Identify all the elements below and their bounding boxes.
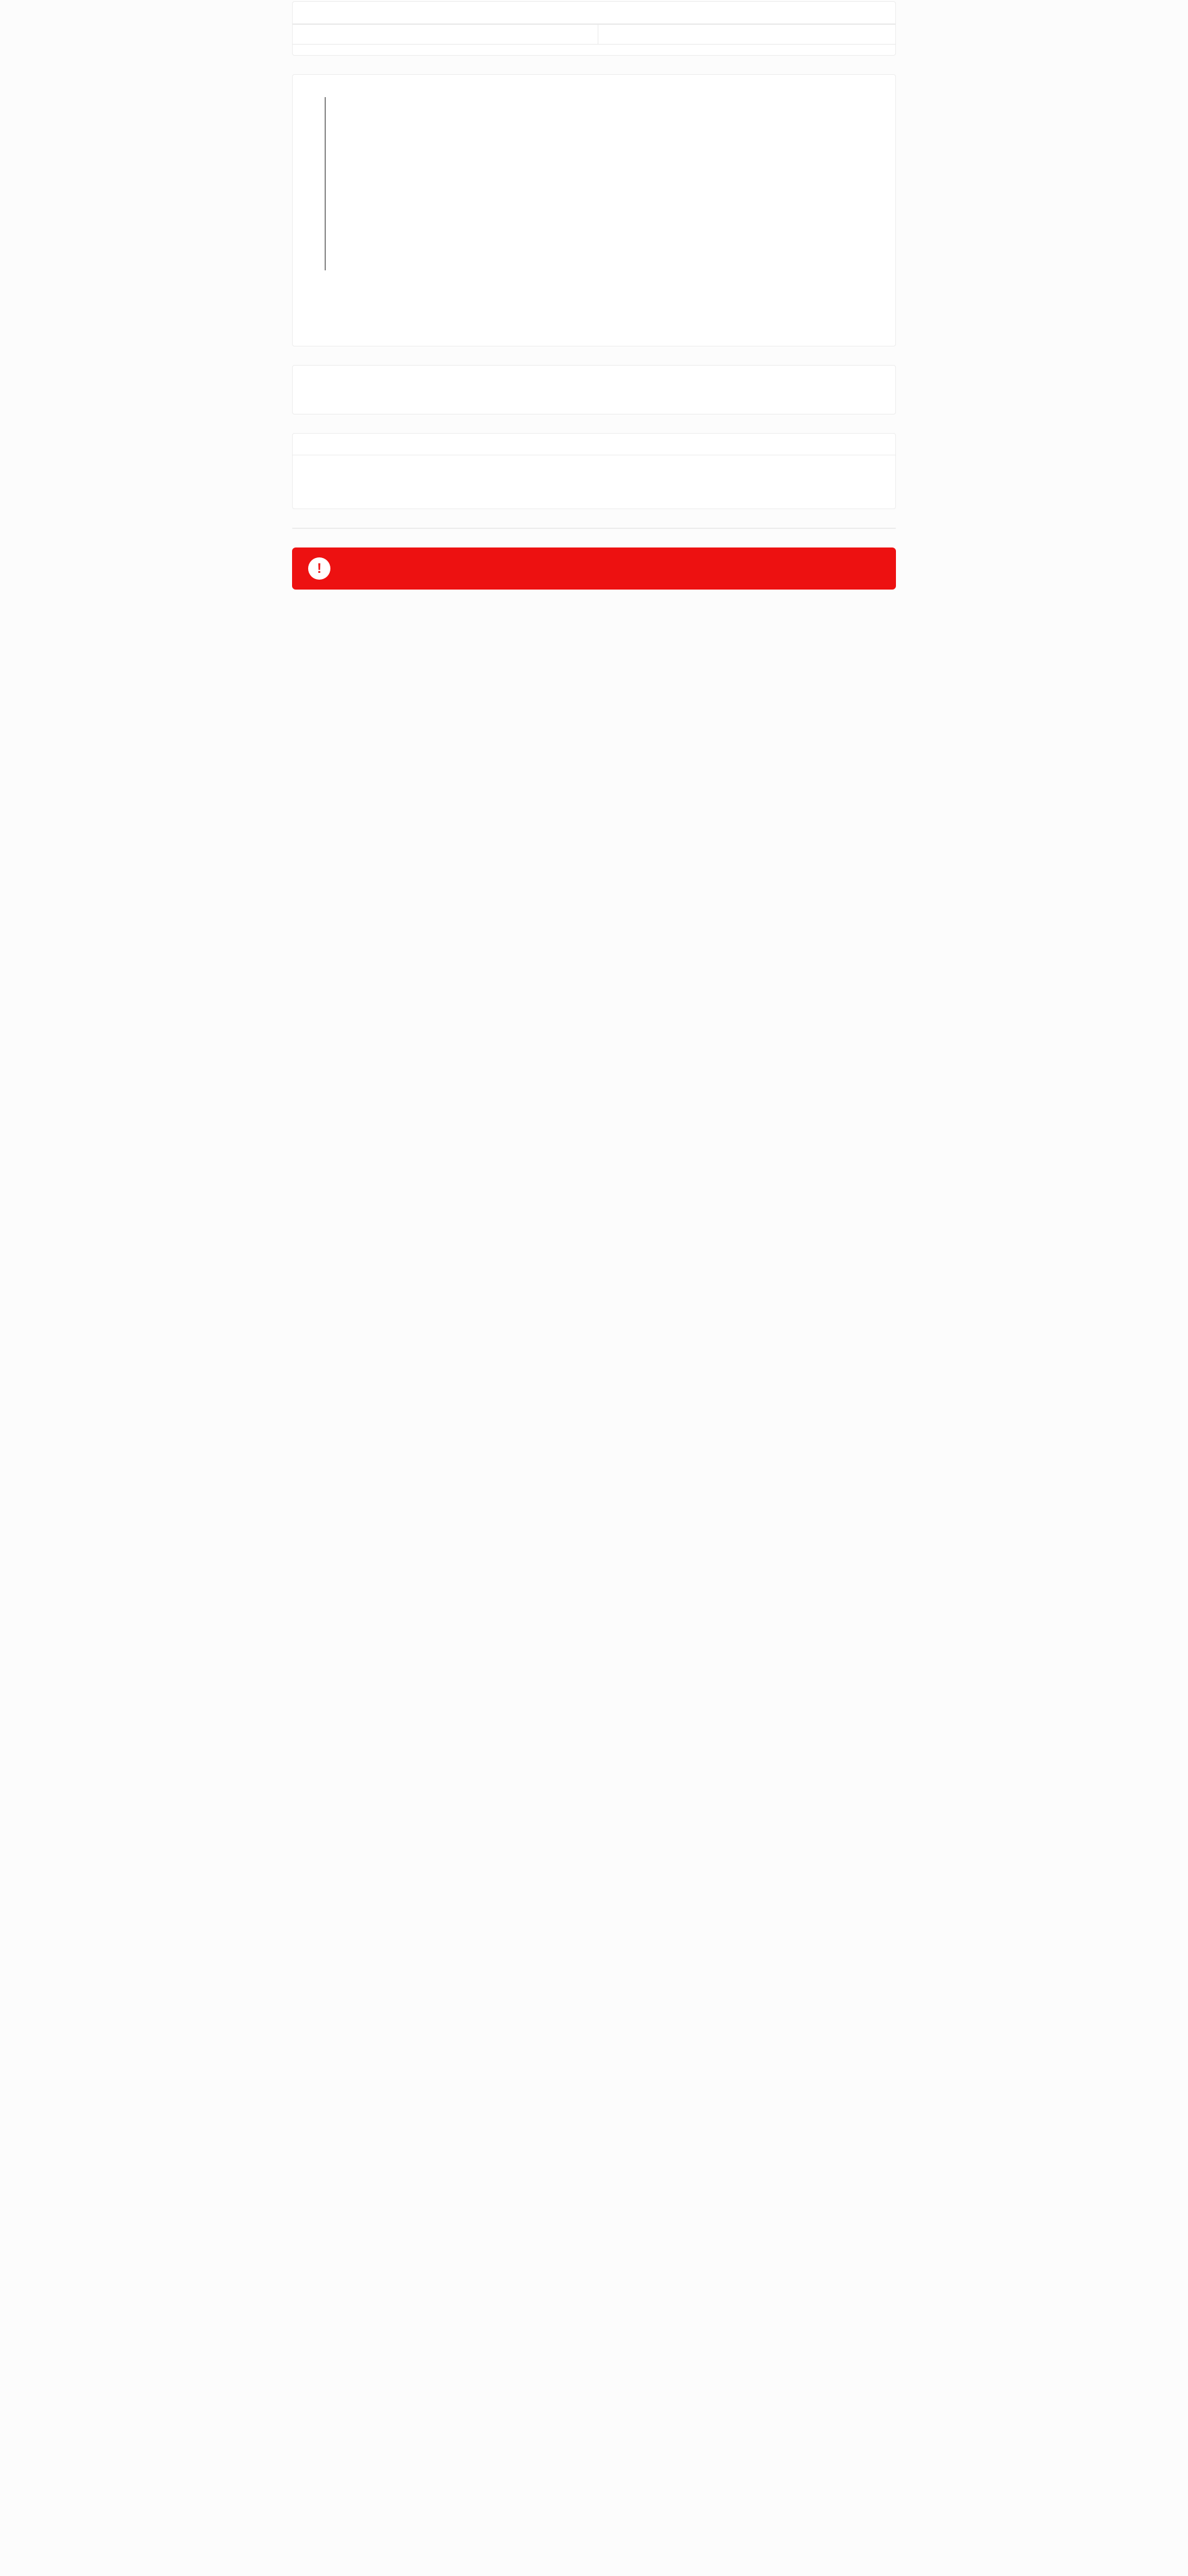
indicators-title	[293, 366, 895, 387]
radar-legends	[304, 301, 884, 305]
overall-feeling-cell	[597, 25, 895, 44]
body-diagram-legend	[304, 322, 884, 328]
record-details-card	[292, 1, 896, 56]
recommendations-title	[293, 434, 895, 455]
average-value-row	[293, 387, 895, 409]
indicators-card	[292, 365, 896, 414]
exclamation-icon: !	[308, 557, 330, 580]
average-value-table	[293, 409, 895, 414]
emotional-state-cell	[293, 25, 598, 44]
feelings-row	[293, 24, 895, 44]
recommendation-sections	[292, 528, 896, 529]
comments-label	[293, 44, 895, 55]
organ-bar-chart	[304, 90, 884, 285]
medical-disclaimer-banner: !	[292, 547, 896, 590]
measurement-charts-card	[292, 74, 896, 346]
recommendations-card	[292, 433, 896, 509]
report-page: !	[292, 0, 896, 590]
